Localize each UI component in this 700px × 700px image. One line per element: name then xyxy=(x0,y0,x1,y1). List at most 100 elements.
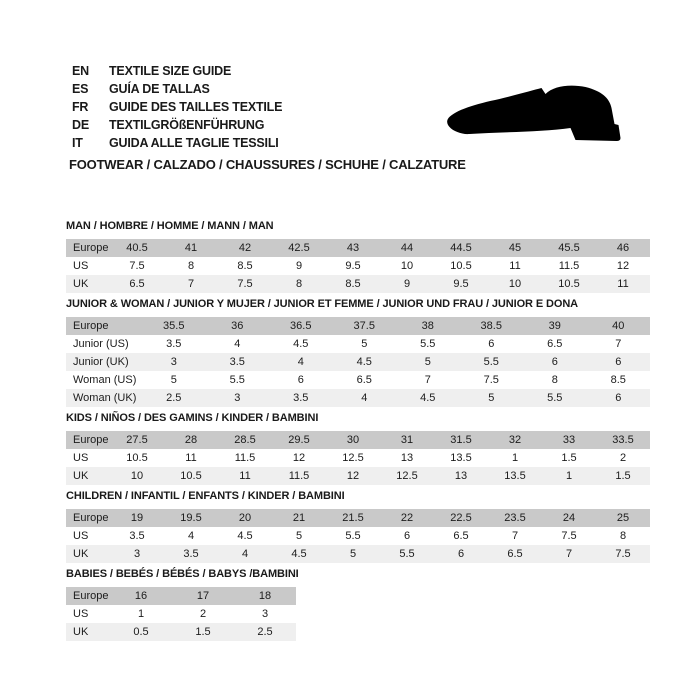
size-cell: 11 xyxy=(239,470,251,482)
row-label: Europe xyxy=(73,590,109,602)
size-cell: 27.5 xyxy=(126,434,148,446)
size-cell: 1.5 xyxy=(195,626,211,638)
row-label: US xyxy=(73,530,89,542)
size-cell: 2.5 xyxy=(166,392,182,404)
size-row: UK 3 3.5 4 4.5 5 5.5 6 6.5 7 7.5 xyxy=(66,545,650,563)
size-cell: 11.5 xyxy=(234,452,256,464)
size-cell: 42.5 xyxy=(288,242,310,254)
size-cell: 10.5 xyxy=(450,260,472,272)
size-cell: 10 xyxy=(130,470,144,482)
size-cell: 11 xyxy=(617,278,629,290)
size-table: Europe 27.5 28 28.5 29.5 30 31 31.5 32 33 33.5 US 10… xyxy=(66,431,650,485)
size-cell: 6.5 xyxy=(507,548,523,560)
size-cell: 12.5 xyxy=(342,452,364,464)
size-row: Woman (US) 5 5.5 6 6.5 7 7.5 8 8.5 xyxy=(66,371,650,389)
size-row: UK 6.5 7 7.5 8 8.5 9 9.5 10 10.5 11 xyxy=(66,275,650,293)
size-row-header: Europe 27.5 28 28.5 29.5 30 31 31.5 32 33 33.5 xyxy=(66,431,650,449)
size-cell: 17 xyxy=(196,590,210,602)
size-cell: 36.5 xyxy=(290,320,312,332)
size-cell: 35.5 xyxy=(163,320,185,332)
size-row: US 7.5 8 8.5 9 9.5 10 10.5 11 11.5 12 xyxy=(66,257,650,275)
row-label: UK xyxy=(73,548,89,560)
size-cell: 8.5 xyxy=(345,278,361,290)
size-cell: 4.5 xyxy=(291,548,307,560)
size-cell: 1.5 xyxy=(615,470,631,482)
size-cell: 6 xyxy=(457,548,465,560)
size-cell: 10.5 xyxy=(180,470,202,482)
size-cell: 44.5 xyxy=(450,242,472,254)
size-row: UK 0.5 1.5 2.5 xyxy=(66,623,296,641)
size-cell: 6.5 xyxy=(129,278,145,290)
row-label: UK xyxy=(73,626,89,638)
size-cell: 12 xyxy=(346,470,360,482)
size-cell: 1 xyxy=(565,470,573,482)
size-cell: 10 xyxy=(508,278,522,290)
size-cell: 7 xyxy=(615,338,622,350)
size-table-section: MAN / HOMBRE / HOMME / MANN / MAN Europe 4… xyxy=(66,220,650,293)
size-row: US 10.5 11 11.5 12 12.5 13 13.5 1 1.5 2 xyxy=(66,449,650,467)
size-cell: 2.5 xyxy=(257,626,273,638)
size-cell: 6 xyxy=(488,338,495,350)
size-cell: 8 xyxy=(295,278,303,290)
size-table-title: JUNIOR & WOMAN / JUNIOR Y MUJER / JUNIOR… xyxy=(66,298,579,310)
size-cell: 7.5 xyxy=(561,530,577,542)
size-cell: 43 xyxy=(346,242,360,254)
size-cell: 8.5 xyxy=(610,374,626,386)
size-cell: 45.5 xyxy=(558,242,580,254)
language-title-block: EN TEXTILE SIZE GUIDE ES GUÍA DE TALLAS … xyxy=(72,62,282,152)
size-cell: 28 xyxy=(184,434,198,446)
size-cell: 1 xyxy=(137,608,145,620)
size-cell: 6.5 xyxy=(547,338,563,350)
size-cell: 5.5 xyxy=(547,392,563,404)
size-cell: 8 xyxy=(551,374,558,386)
language-code: FR xyxy=(72,100,89,114)
size-cell: 16 xyxy=(134,590,148,602)
size-cell: 12.5 xyxy=(396,470,418,482)
row-label: Woman (US) xyxy=(73,374,137,386)
size-cell: 11.5 xyxy=(288,470,310,482)
size-cell: 5 xyxy=(424,356,431,368)
size-cell: 3 xyxy=(234,392,241,404)
size-cell: 3 xyxy=(133,548,141,560)
size-cell: 4 xyxy=(241,548,249,560)
size-cell: 11.5 xyxy=(558,260,580,272)
size-cell: 5 xyxy=(295,530,303,542)
size-cell: 4 xyxy=(297,356,304,368)
size-cell: 33 xyxy=(562,434,576,446)
language-code: EN xyxy=(72,64,89,78)
size-cell: 8 xyxy=(619,530,627,542)
size-cell: 7.5 xyxy=(237,278,253,290)
guide-title-es: GUÍA DE TALLAS xyxy=(109,82,210,96)
size-table-title: CHILDREN / INFANTIL / ENFANTS / KINDER /… xyxy=(66,490,345,502)
size-table-section: CHILDREN / INFANTIL / ENFANTS / KINDER /… xyxy=(66,490,650,563)
size-cell: 42 xyxy=(238,242,252,254)
language-row: EN TEXTILE SIZE GUIDE xyxy=(72,62,282,80)
size-cell: 3.5 xyxy=(129,530,145,542)
size-cell: 21 xyxy=(292,512,306,524)
size-cell: 5 xyxy=(361,338,368,350)
size-cell: 6 xyxy=(297,374,304,386)
size-table: Europe 35.5 36 36.5 37.5 38 38.5 39 40 Junior (US… xyxy=(66,317,650,407)
size-table: Europe 40.5 41 42 42.5 43 44 44.5 45 45.5 46 US 7.5 8… xyxy=(66,239,650,293)
size-cell: 11 xyxy=(509,260,521,272)
row-label: US xyxy=(73,452,89,464)
size-cell: 7 xyxy=(565,548,573,560)
size-cell: 37.5 xyxy=(353,320,375,332)
size-cell: 13 xyxy=(454,470,468,482)
size-cell: 10.5 xyxy=(558,278,580,290)
size-row-header: Europe 19 19.5 20 21 21.5 22 22.5 23.5 24 25 xyxy=(66,509,650,527)
size-cell: 7.5 xyxy=(129,260,145,272)
size-cell: 13 xyxy=(400,452,414,464)
size-cell: 6 xyxy=(551,356,558,368)
language-row: ES GUÍA DE TALLAS xyxy=(72,80,282,98)
size-row: Junior (US) 3.5 4 4.5 5 5.5 6 6.5 7 xyxy=(66,335,650,353)
size-cell: 11 xyxy=(185,452,197,464)
row-label: Europe xyxy=(73,242,109,254)
size-cell: 23.5 xyxy=(504,512,526,524)
size-cell: 40.5 xyxy=(126,242,148,254)
size-cell: 5.5 xyxy=(399,548,415,560)
row-label: Europe xyxy=(73,434,109,446)
row-label: UK xyxy=(73,278,89,290)
size-cell: 38 xyxy=(421,320,434,332)
